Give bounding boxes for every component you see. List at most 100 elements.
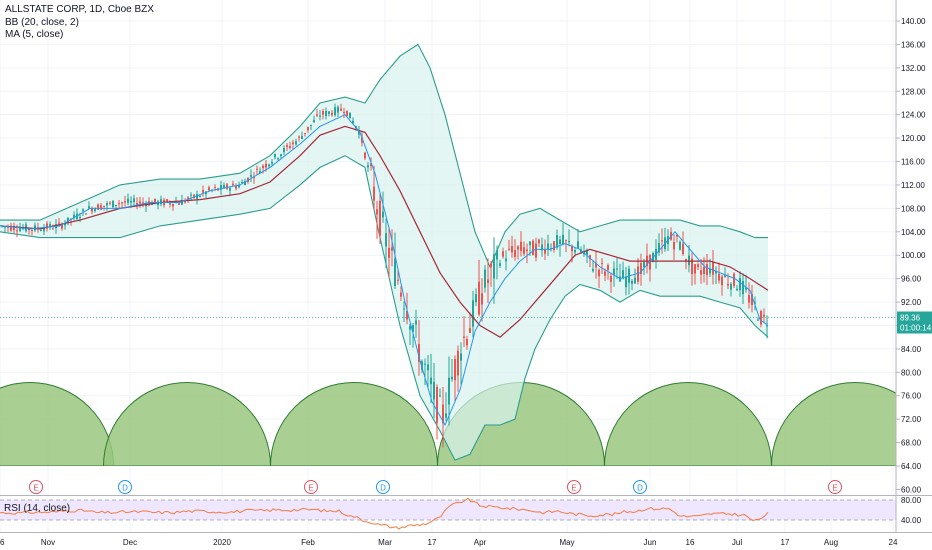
rsi-panel [0,495,932,530]
candle-body [409,326,411,330]
candle-body [253,176,255,179]
candle-body [133,198,135,203]
candle-body [331,112,333,116]
cycle-arcs [0,382,896,466]
candle-body [16,230,18,232]
candle-body [739,278,741,291]
candle-body [343,112,345,114]
time-tick-label: Aug [824,538,838,547]
candle-body [187,197,189,200]
candle-body [160,199,162,205]
candle-body [577,241,579,249]
candle-body [694,264,696,274]
price-axis[interactable]: 140.00 136.00 132.00 128.00 124.00 120.00 116.… [895,0,926,532]
candlesticks [1,103,768,448]
candle-body [118,203,120,205]
time-axis[interactable]: 6 Nov Dec 2020 Feb Mar 17 Apr May Jun 16 Jul 17 Aug 24 [0,532,932,548]
candle-body [250,174,252,177]
price-tick-label: 68.00 [901,439,922,448]
dividend-marker-letter: D [122,484,128,493]
candle-body [697,264,699,268]
candle-body [460,353,462,361]
candle-body [502,251,504,257]
candle-body [445,413,447,418]
candle-body [676,234,678,237]
candle-body [40,230,42,232]
candle-body [592,268,594,272]
candle-body [106,203,108,206]
candle-body [232,183,234,186]
candle-body [556,235,558,248]
rsi-label[interactable]: RSI (14, close) [4,503,71,514]
candle-body [700,270,702,275]
candle-body [325,110,327,116]
time-tick-label: Jun [644,538,657,547]
candle-body [349,112,351,119]
candle-body [238,184,240,188]
candle-body [193,194,195,198]
candle-body [598,269,600,277]
candle-body [523,247,525,254]
candle-body [574,250,576,253]
price-tick-label: 124.00 [901,111,926,120]
time-tick-label: 16 [686,538,695,547]
candle-body [478,281,480,315]
candle-body [310,124,312,126]
candle-body [412,325,414,332]
earnings-marker-letter: E [832,484,837,493]
candle-body [454,359,456,381]
candle-body [340,108,342,111]
candle-body [91,208,93,212]
legend-symbol[interactable]: ALLSTATE CORP, 1D, Cboe BZX [5,4,154,15]
candle-body [121,202,123,204]
earnings-marker-letter: E [571,484,576,493]
candle-body [382,211,384,218]
candle-body [529,241,531,246]
candle-body [589,255,591,260]
candle-body [364,152,366,159]
candle-body [559,239,561,244]
candle-body [601,262,603,264]
candle-body [277,158,279,160]
candle-body [607,265,609,271]
candle-body [430,377,432,385]
candle-body [334,107,336,116]
candle-body [316,114,318,116]
price-tick-label: 104.00 [901,228,926,237]
candle-body [202,190,204,193]
candle-body [265,163,267,168]
candle-body [715,270,717,274]
candle-body [571,245,573,252]
candle-body [169,202,171,205]
time-tick-label: Mar [378,538,392,547]
legend-bb[interactable]: BB (20, close, 2) [5,16,79,28]
candle-body [751,293,753,306]
cycle-arc [0,382,115,466]
cycle-arc [603,382,773,466]
candle-body [103,205,105,207]
candle-body [148,201,150,206]
price-tick-label: 96.00 [901,275,922,284]
candle-body [496,250,498,260]
candle-body [469,328,471,333]
moving-averages [0,114,896,427]
candle-body [718,273,720,281]
time-tick-label: Dec [123,538,137,547]
price-tick-label: 132.00 [901,64,926,73]
candle-body [139,201,141,204]
legend-ma[interactable]: MA (5, close) [5,29,64,40]
candle-body [214,187,216,189]
candle-body [64,223,66,226]
candle-body [268,164,270,167]
candle-body [136,203,138,206]
candle-body [301,136,303,140]
candle-body [691,258,693,275]
candle-body [199,195,201,197]
candle-body [280,154,282,157]
candle-body [526,249,528,251]
candle-body [733,273,735,287]
candle-body [241,182,243,184]
